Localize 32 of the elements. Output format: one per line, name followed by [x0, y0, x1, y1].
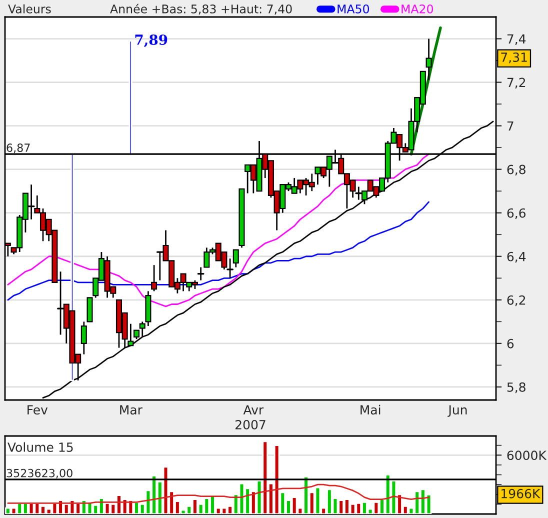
y-tick-label: 5,8 — [507, 382, 526, 394]
text: 1966K — [502, 488, 540, 498]
text: 7,31 — [501, 52, 527, 64]
legend-title: Valeurs — [8, 4, 51, 14]
x-tick-label: Jun — [448, 405, 467, 417]
legend-label: MA20 — [402, 4, 434, 14]
candlestick — [426, 38, 432, 81]
y-tick-label: 6,6 — [507, 208, 526, 220]
x-axis-title: 2007 — [236, 420, 266, 430]
y-tick-label: 7,4 — [507, 34, 526, 45]
x-tick-label: Mai — [360, 404, 380, 415]
ref-line-label: 3523623,00 — [6, 468, 72, 478]
x-tick-label: Avr — [243, 405, 264, 414]
candlestick — [80, 320, 87, 355]
y-tick-label: 6 — [507, 338, 514, 348]
x-tick-label: Fev — [28, 405, 48, 415]
candlestick — [151, 264, 158, 292]
y-tick-label: 7 — [507, 121, 514, 131]
x-tick-label: Mar — [120, 405, 142, 415]
y-tick-label: 6,4 — [507, 252, 526, 263]
chart-title: Volume 15 — [8, 442, 73, 452]
y-tick-label: 7,2 — [507, 78, 526, 88]
ref-line-label: 6,87 — [6, 144, 30, 154]
chart-subtitle: Année +Bas: 5,83 +Haut: 7,40 — [110, 4, 292, 15]
series-label: 7,89 — [135, 34, 168, 48]
line-series — [7, 153, 430, 308]
candlestick — [197, 266, 204, 282]
y-tick-label: 6000K — [507, 450, 547, 460]
candlestick — [232, 249, 239, 268]
y-tick-label: 6,2 — [507, 295, 526, 306]
legend-label: MA50 — [338, 4, 370, 14]
y-tick-label: 6,8 — [507, 164, 526, 176]
